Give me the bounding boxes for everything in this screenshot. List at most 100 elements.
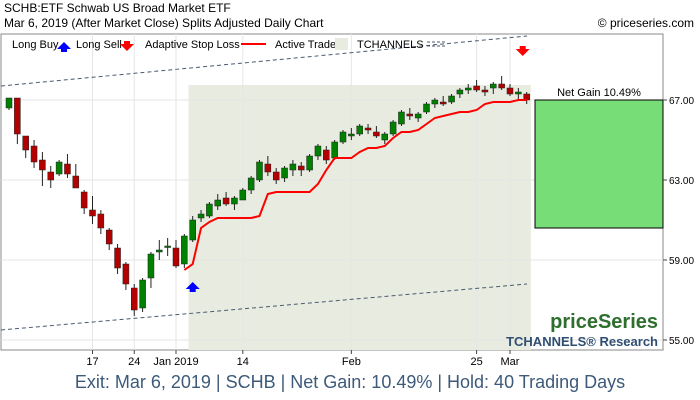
candle (89, 196, 96, 224)
candle (239, 188, 247, 201)
candle (465, 84, 472, 94)
candle (72, 164, 80, 189)
candle-body (298, 165, 305, 171)
candle-body (414, 113, 422, 119)
candle (281, 166, 288, 182)
candle (381, 132, 388, 144)
candle (473, 80, 480, 92)
candle-body (97, 213, 105, 229)
x-tick-label: Jan 2019 (153, 356, 198, 368)
candle-body (323, 149, 330, 161)
candle (448, 94, 455, 104)
candle (47, 166, 54, 188)
candle (131, 284, 138, 316)
candle (156, 240, 163, 260)
candle (314, 144, 322, 160)
candle-body (80, 191, 88, 209)
candle (22, 135, 29, 158)
candle-body (306, 155, 313, 171)
candle-body (264, 163, 272, 173)
candle (247, 176, 255, 194)
candle (490, 82, 497, 94)
candle-body (406, 113, 414, 117)
candle-body (281, 167, 288, 179)
x-tick-label: 24 (128, 356, 140, 368)
candle (64, 154, 71, 178)
legend-adaptive-stop-label: Adaptive Stop Loss (145, 39, 240, 51)
legend-long-sell-label: Long Sell (76, 39, 122, 51)
candle (97, 210, 105, 234)
candle-body (189, 219, 196, 241)
candle-body (448, 95, 455, 103)
candle (289, 160, 297, 176)
candle-body (389, 121, 397, 135)
candle-body (247, 177, 255, 191)
candle-body (490, 83, 497, 89)
candle-body (14, 97, 21, 135)
candle (298, 162, 305, 176)
candle (214, 194, 221, 210)
candle-body (373, 131, 380, 137)
chart-title: SCHB:ETF Schwab US Broad Market ETF (4, 1, 231, 15)
candle (14, 97, 21, 144)
x-tick-label: 17 (86, 356, 98, 368)
candle-body (423, 103, 430, 113)
y-tick-label: 55.00 (669, 336, 694, 347)
candle-body (364, 127, 372, 131)
candle (323, 146, 330, 164)
candle (498, 76, 505, 90)
candle-body (356, 125, 363, 135)
candle-body (22, 135, 29, 151)
candle-body (5, 97, 13, 109)
active-trade-legend-swatch (335, 38, 348, 50)
candle-body (398, 111, 405, 125)
candle (406, 108, 414, 120)
legend: Long Buy Long Sell Adaptive Stop Loss Ac… (12, 38, 447, 52)
candle-body (314, 145, 322, 157)
candle (506, 84, 514, 96)
candle (348, 128, 355, 140)
candle-body (47, 171, 54, 181)
candle (164, 238, 171, 256)
long-sell-marker (515, 46, 530, 56)
candle-body (339, 131, 347, 143)
candle (339, 130, 347, 144)
candle (398, 110, 405, 126)
candle (30, 140, 38, 168)
candle-body (498, 83, 505, 89)
candle-body (105, 229, 113, 245)
candle (147, 252, 155, 288)
candle-body (214, 199, 221, 207)
candle (5, 97, 13, 110)
candle-body (122, 263, 130, 285)
candle (114, 244, 121, 274)
net-gain-box (534, 99, 664, 229)
candle (389, 120, 397, 136)
candle (373, 126, 380, 138)
candle (431, 98, 439, 108)
candle (456, 88, 464, 98)
long-sell-legend-icon (120, 41, 134, 51)
chart-subtitle: Mar 6, 2019 (After Market Close) Splits … (4, 16, 324, 30)
candle-body (439, 101, 447, 105)
candle-body (139, 279, 146, 309)
candle (222, 192, 230, 206)
candle (515, 88, 522, 100)
candle (122, 262, 130, 290)
long-buy-legend-icon (57, 42, 71, 52)
y-tick-label: 59.00 (669, 256, 694, 267)
x-tick-label: 14 (237, 356, 249, 368)
candle (256, 160, 263, 182)
candle-body (172, 247, 180, 267)
x-tick-label: Mar (501, 356, 520, 368)
candle (231, 196, 238, 210)
candle-body (30, 145, 38, 163)
candle-body (131, 287, 138, 311)
candle-body (456, 89, 464, 95)
candle-body (239, 189, 247, 201)
candle (105, 228, 113, 250)
candle-body (147, 253, 155, 279)
trade-summary-footer: Exit: Mar 6, 2019 | SCHB | Net Gain: 10.… (74, 372, 626, 392)
legend-tchannels-label: TCHANNELS (357, 39, 424, 51)
